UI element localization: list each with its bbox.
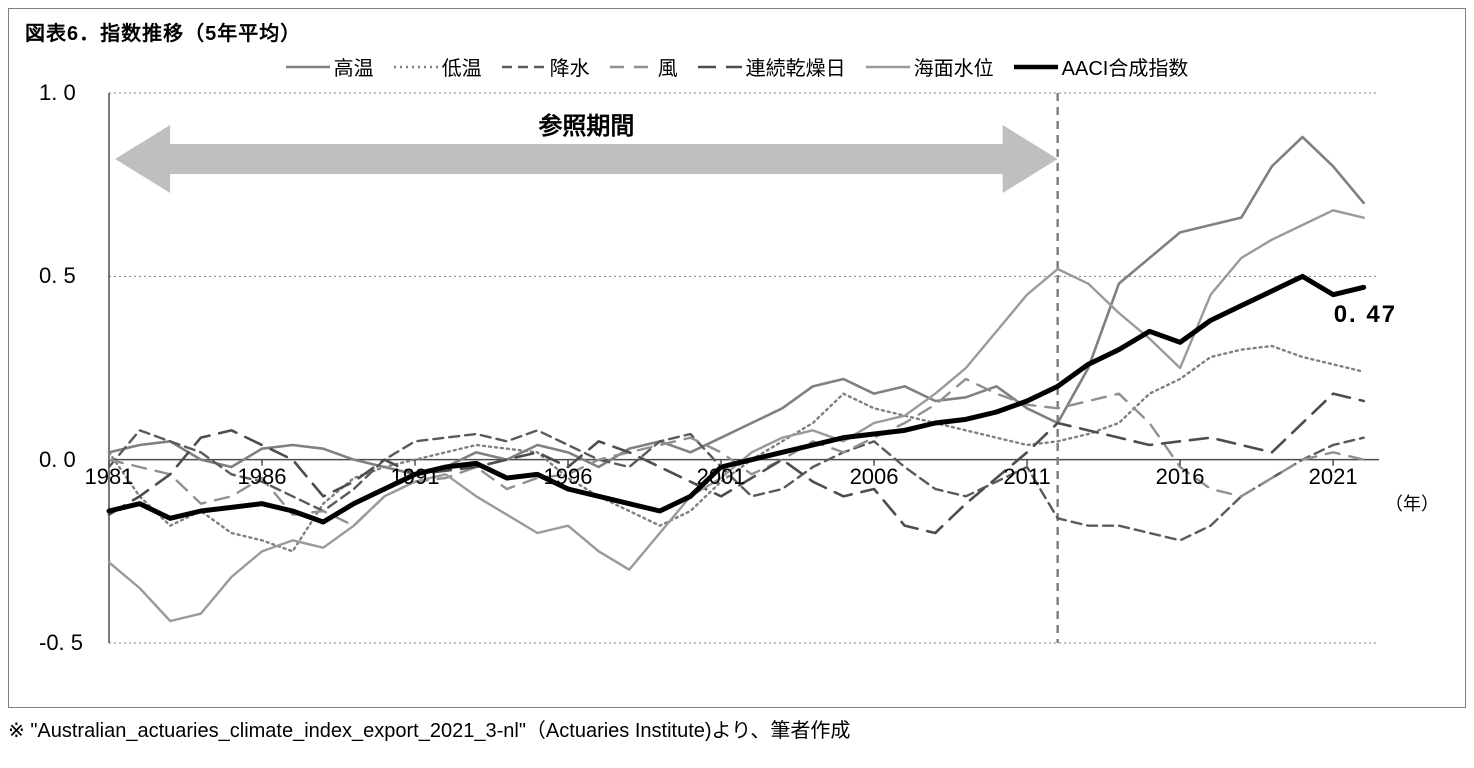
legend-swatch-wind: [610, 57, 654, 77]
chart-footnote: ※ "Australian_actuaries_climate_index_ex…: [8, 714, 1466, 743]
y-tick-label: 0. 0: [39, 447, 76, 473]
reference-period-label: 参照期間: [538, 106, 634, 141]
legend: 高温 低温 降水 風 連続乾燥日 海面水位 AACI合成指数: [19, 52, 1455, 81]
legend-label-sea_level: 海面水位: [914, 52, 994, 81]
endpoint-value-label: 0. 47: [1334, 301, 1397, 329]
x-axis-unit-label: （年）: [1385, 490, 1439, 516]
chart-area: -0. 5 0. 0 0. 5 1. 0 1981 1986 1991 1996 2001 20…: [19, 83, 1455, 693]
legend-item-aaci: AACI合成指数: [1014, 52, 1189, 81]
chart-svg: [99, 83, 1439, 683]
legend-swatch-aaci: [1014, 57, 1058, 77]
legend-label-low_temp: 低温: [442, 52, 482, 81]
legend-item-precip: 降水: [502, 52, 590, 81]
x-tick-label: 2001: [697, 464, 746, 490]
y-tick-label: 1. 0: [39, 80, 76, 106]
x-tick-label: 2016: [1156, 464, 1205, 490]
legend-label-aaci: AACI合成指数: [1062, 52, 1189, 81]
x-tick-label: 2006: [850, 464, 899, 490]
y-tick-label: -0. 5: [39, 630, 83, 656]
x-tick-label: 1991: [391, 464, 440, 490]
legend-label-precip: 降水: [550, 52, 590, 81]
y-tick-label: 0. 5: [39, 263, 76, 289]
legend-item-sea_level: 海面水位: [866, 52, 994, 81]
legend-item-dry_days: 連続乾燥日: [698, 52, 846, 81]
legend-item-low_temp: 低温: [394, 52, 482, 81]
x-tick-label: 1986: [238, 464, 287, 490]
legend-item-high_temp: 高温: [286, 52, 374, 81]
legend-label-high_temp: 高温: [334, 52, 374, 81]
legend-swatch-high_temp: [286, 57, 330, 77]
legend-label-dry_days: 連続乾燥日: [746, 52, 846, 81]
legend-swatch-low_temp: [394, 57, 438, 77]
x-tick-label: 1981: [85, 464, 134, 490]
chart-frame: 図表6．指数推移（5年平均） 高温 低温 降水 風 連続乾燥日 海面水位 AAC…: [8, 8, 1466, 708]
x-tick-label: 1996: [544, 464, 593, 490]
legend-swatch-precip: [502, 57, 546, 77]
legend-label-wind: 風: [658, 52, 678, 81]
legend-swatch-dry_days: [698, 57, 742, 77]
x-tick-label: 2011: [1003, 464, 1050, 490]
legend-swatch-sea_level: [866, 57, 910, 77]
legend-item-wind: 風: [610, 52, 678, 81]
chart-title: 図表6．指数推移（5年平均）: [25, 17, 1455, 46]
x-tick-label: 2021: [1309, 464, 1358, 490]
